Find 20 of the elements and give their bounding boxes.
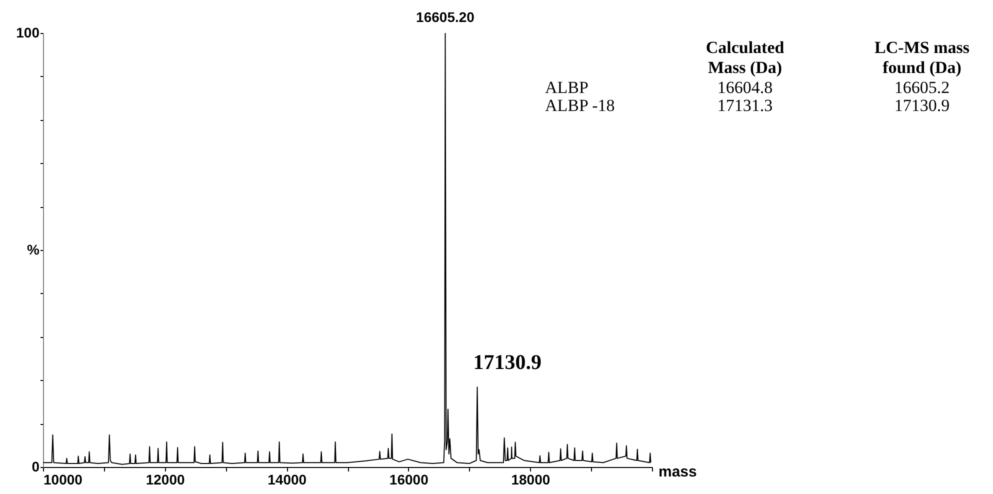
annotation: ALBP <box>545 78 588 97</box>
y-tick-label: % <box>27 242 40 258</box>
x-tick-label: 12000 <box>146 472 185 488</box>
annotation: 16605.20 <box>416 9 475 25</box>
text: 16604.8 <box>717 78 773 97</box>
annotation: ALBP -18 <box>545 96 615 115</box>
text: 17131.3 <box>717 96 773 115</box>
x-tick-label: 18000 <box>511 472 550 488</box>
line-series <box>43 33 652 465</box>
text: Calculated Mass (Da) <box>706 38 785 77</box>
y-tick-label: 100 <box>16 24 40 40</box>
x-tick-label: 10000 <box>44 472 83 488</box>
y-tick-label: 0 <box>32 458 40 474</box>
text: LC-MS mass found (Da) <box>874 38 970 77</box>
x-axis-title: mass <box>658 464 697 480</box>
text: 17130.9 <box>894 96 950 115</box>
x-tick-label: 14000 <box>268 472 307 488</box>
annotation: 17130.9 <box>473 350 542 374</box>
x-tick-label: 16000 <box>389 472 429 488</box>
text: 16605.2 <box>894 78 950 97</box>
